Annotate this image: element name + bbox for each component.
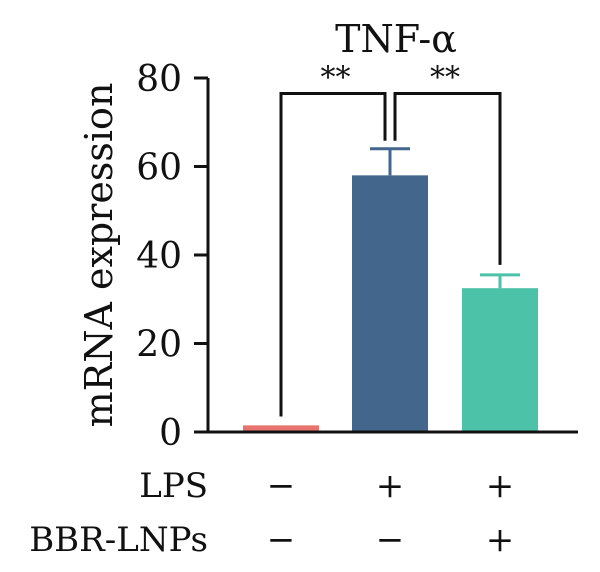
significance-label-1: ** xyxy=(321,60,351,95)
bar-2 xyxy=(352,175,428,432)
significance-bracket-2 xyxy=(393,91,502,265)
y-tick-label: 20 xyxy=(136,325,182,366)
y-axis: 0 20 40 60 80 xyxy=(136,59,210,454)
y-tick-label: 80 xyxy=(136,59,182,100)
condition-value: − xyxy=(376,520,405,560)
condition-value: + xyxy=(486,520,515,560)
y-tick-label: 60 xyxy=(136,148,182,189)
chart-title: TNF-α xyxy=(335,17,457,61)
y-axis-label: mRNA expression xyxy=(77,83,121,428)
condition-value: + xyxy=(376,466,405,506)
significance-label-2: ** xyxy=(430,60,460,95)
condition-label-1: BBR-LNPs xyxy=(29,520,208,560)
condition-table: LPS − + + BBR-LNPs − − + xyxy=(29,466,514,560)
significance-brackets: ** ** xyxy=(279,60,502,417)
y-tick-label: 40 xyxy=(136,236,182,277)
error-bars xyxy=(370,147,520,289)
condition-label-0: LPS xyxy=(139,466,208,506)
bar-3 xyxy=(462,288,538,432)
condition-value: − xyxy=(267,520,296,560)
condition-value: + xyxy=(486,466,515,506)
bars xyxy=(243,175,538,432)
significance-bracket-1 xyxy=(279,91,387,417)
y-tick-label: 0 xyxy=(159,413,182,454)
condition-value: − xyxy=(267,466,296,506)
bar-1 xyxy=(243,425,319,432)
